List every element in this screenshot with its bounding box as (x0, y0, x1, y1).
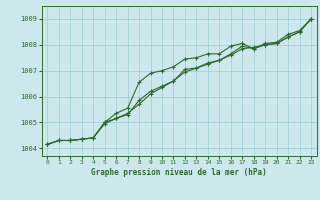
X-axis label: Graphe pression niveau de la mer (hPa): Graphe pression niveau de la mer (hPa) (91, 168, 267, 177)
